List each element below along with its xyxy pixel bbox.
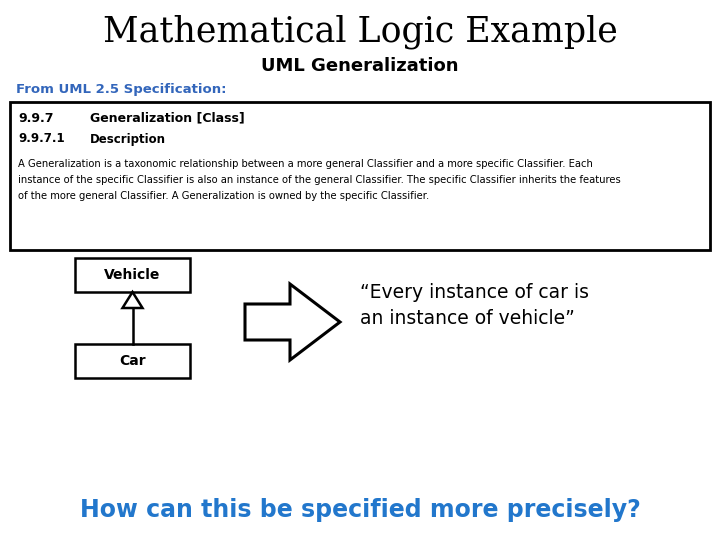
Text: “Every instance of car is: “Every instance of car is — [360, 282, 589, 301]
Bar — [10, 102, 710, 250]
Text: Generalization [Class]: Generalization [Class] — [90, 111, 245, 125]
Text: 9.9.7.1: 9.9.7.1 — [18, 132, 65, 145]
Polygon shape — [245, 284, 340, 360]
Polygon shape — [122, 292, 143, 308]
Text: of the more general Classifier. A Generalization is owned by the specific Classi: of the more general Classifier. A Genera… — [18, 191, 429, 201]
Text: instance of the specific Classifier is also an instance of the general Classifie: instance of the specific Classifier is a… — [18, 175, 621, 185]
Text: A Generalization is a taxonomic relationship between a more general Classifier a: A Generalization is a taxonomic relation… — [18, 159, 593, 169]
Text: How can this be specified more precisely?: How can this be specified more precisely… — [80, 498, 640, 522]
Text: Car: Car — [120, 354, 146, 368]
Text: 9.9.7: 9.9.7 — [18, 111, 53, 125]
Text: an instance of vehicle”: an instance of vehicle” — [360, 308, 575, 327]
Bar — [75, 258, 190, 292]
Text: UML Generalization: UML Generalization — [261, 57, 459, 75]
Text: Vehicle: Vehicle — [104, 268, 161, 282]
Bar — [75, 344, 190, 378]
Text: From UML 2.5 Specification:: From UML 2.5 Specification: — [16, 84, 227, 97]
Text: Description: Description — [90, 132, 166, 145]
Text: Mathematical Logic Example: Mathematical Logic Example — [103, 15, 617, 49]
